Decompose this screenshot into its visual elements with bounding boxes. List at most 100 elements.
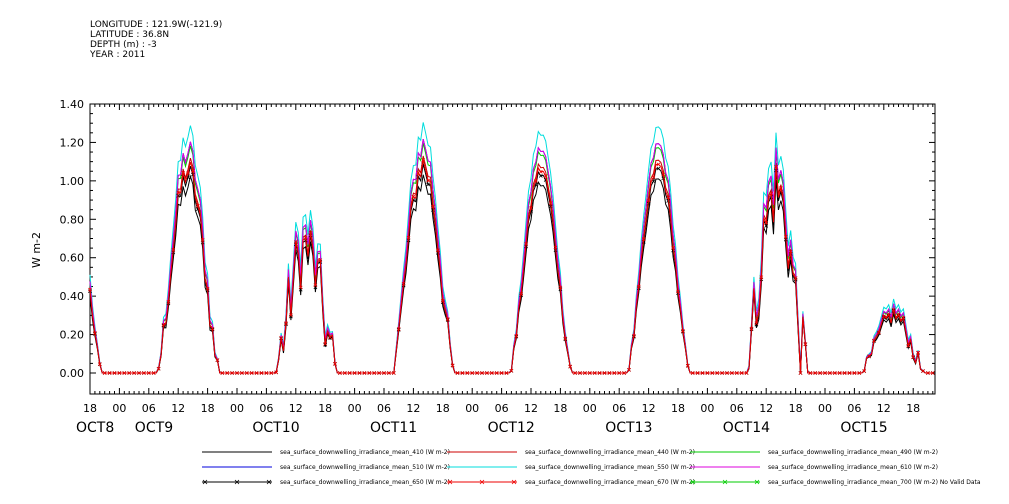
series-marker [440, 298, 445, 303]
series-marker [636, 284, 641, 289]
x-day-label: OCT [135, 420, 165, 436]
series-marker [754, 322, 759, 327]
series-marker [779, 186, 783, 191]
series-line [89, 159, 933, 374]
series-line [89, 155, 933, 374]
series-marker [323, 342, 328, 346]
series-marker [372, 371, 377, 375]
x-tick-label: 06 [730, 402, 744, 415]
latitude-label: LATITUDE : 36.8N [90, 30, 170, 40]
series-marker [906, 343, 911, 348]
legend-label: sea_surface_downwelling_irradiance_mean_… [525, 464, 695, 471]
series-marker [543, 174, 548, 178]
x-tick-label: 12 [877, 402, 891, 415]
series-marker [685, 363, 690, 368]
depth-label: DEPTH (m) : -3 [90, 40, 157, 50]
legend-marker [754, 479, 760, 485]
series-marker [426, 178, 430, 183]
legend-label: sea_surface_downwelling_irradiance_mean_… [525, 449, 695, 456]
series-marker [538, 169, 543, 174]
series-marker [225, 371, 230, 375]
y-tick-label: 1.20 [60, 136, 85, 149]
series-marker [916, 350, 920, 355]
series-marker [867, 354, 871, 359]
x-tick-label: 18 [436, 402, 450, 415]
series-marker [396, 327, 401, 331]
series-marker [328, 335, 332, 340]
series-marker [269, 371, 274, 375]
legend-label: sea_surface_downwelling_irradiance_mean_… [525, 479, 695, 486]
series-marker [249, 371, 254, 375]
series-marker [313, 283, 318, 288]
x-tick-label: 12 [289, 402, 303, 415]
series-marker [323, 342, 328, 347]
series-marker [122, 371, 127, 375]
series-marker [793, 276, 798, 280]
series-marker [930, 371, 935, 375]
series-marker [739, 371, 744, 375]
series-marker [641, 237, 646, 242]
series-line [89, 138, 933, 374]
x-day-label: 9 [164, 420, 173, 436]
series-marker [401, 281, 406, 286]
series-marker [710, 371, 715, 375]
series-marker [881, 314, 886, 319]
series-marker [210, 326, 215, 331]
plot-frame [89, 103, 936, 395]
y-tick-label: 0.20 [60, 329, 85, 342]
series-marker [891, 307, 896, 312]
y-axis-label: W m-2 [30, 232, 43, 268]
legend-label: sea_surface_downwelling_irradiance_mean_… [280, 464, 450, 471]
year-label: YEAR : 2011 [90, 50, 146, 60]
series-marker [646, 198, 651, 203]
x-day-label: 12 [517, 420, 535, 436]
series-marker [568, 364, 573, 369]
series-marker [656, 166, 661, 171]
x-tick-label: 00 [700, 402, 714, 415]
series-marker [651, 175, 656, 180]
series-marker [896, 312, 901, 317]
series-marker [842, 371, 847, 375]
series-marker [632, 333, 636, 338]
series-marker [769, 191, 773, 196]
series-marker [524, 242, 528, 246]
series-marker [587, 371, 592, 375]
series-marker [573, 371, 577, 375]
series-marker [705, 371, 710, 375]
series-marker [357, 371, 362, 375]
y-tick-label: 0.60 [60, 252, 85, 265]
series-marker [416, 171, 421, 175]
x-tick-label: 18 [201, 402, 215, 415]
series-marker [274, 370, 279, 375]
series-marker [362, 371, 367, 375]
x-day-label: 14 [752, 420, 770, 436]
series-marker [700, 371, 705, 375]
series-marker [391, 371, 396, 375]
series-marker [578, 371, 582, 375]
series-marker [494, 371, 499, 375]
series-marker [161, 322, 166, 327]
y-tick-label: 0.80 [60, 213, 85, 226]
series-marker [759, 275, 764, 280]
series-marker [338, 371, 342, 375]
series-marker [426, 182, 430, 187]
legend-marker [234, 479, 240, 485]
x-tick-label: 00 [583, 402, 597, 415]
series-marker [877, 330, 881, 335]
series-marker [872, 338, 876, 343]
series-marker [788, 249, 793, 254]
series-marker [308, 230, 313, 235]
x-tick-label: 12 [406, 402, 420, 415]
series-marker [230, 371, 234, 375]
series-marker [720, 371, 724, 375]
series-marker [480, 371, 484, 375]
series-marker [259, 371, 264, 375]
series-marker [411, 194, 416, 199]
series-marker [823, 371, 827, 375]
series-marker [112, 371, 117, 375]
x-tick-label: 00 [348, 402, 362, 415]
series-marker [744, 371, 749, 375]
series-marker [921, 369, 925, 373]
x-tick-label: 06 [847, 402, 861, 415]
legend-marker [511, 479, 517, 485]
